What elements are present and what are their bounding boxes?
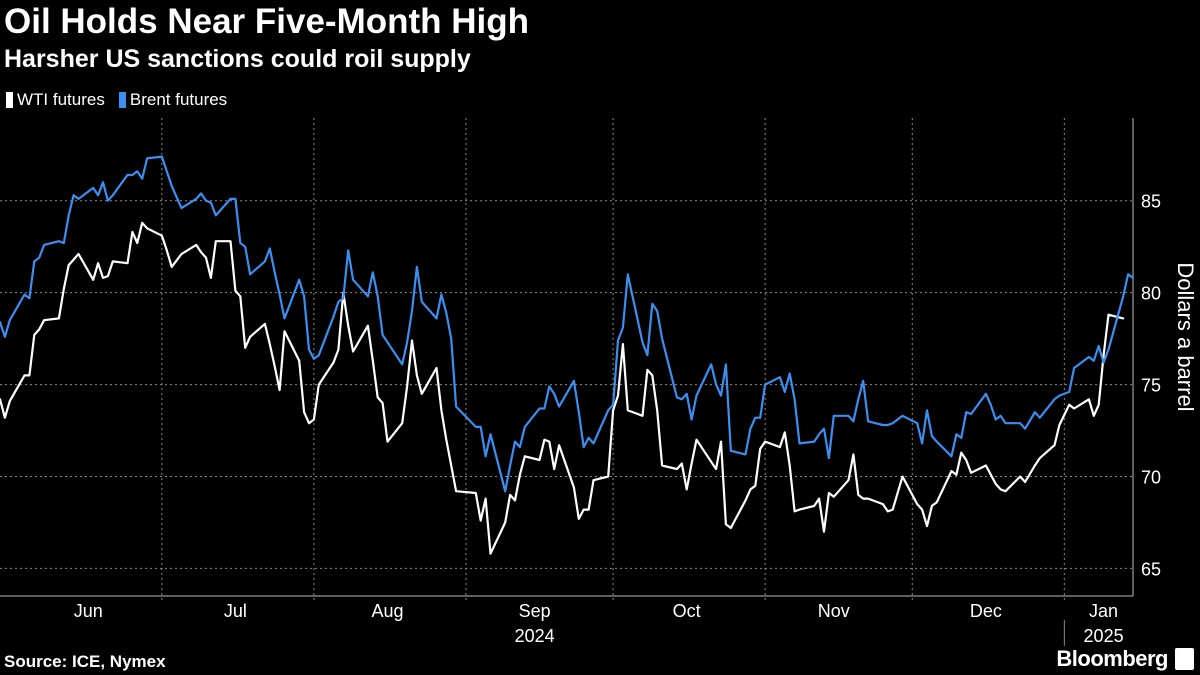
legend: WTI futures Brent futures <box>6 90 241 110</box>
year-label: 2025 <box>1084 626 1124 646</box>
legend-swatch-wti <box>6 92 13 108</box>
chart-subtitle: Harsher US sanctions could roil supply <box>4 45 471 73</box>
y-axis-label: Dollars a barrel <box>1173 262 1198 411</box>
x-tick-label: Dec <box>970 601 1002 621</box>
x-tick-label: Aug <box>371 601 403 621</box>
x-tick-label: Jan <box>1089 601 1118 621</box>
y-tick-label: 65 <box>1141 559 1161 579</box>
legend-item-wti: WTI futures <box>6 90 105 110</box>
x-tick-label: Jun <box>74 601 103 621</box>
source-note: Source: ICE, Nymex <box>4 652 166 671</box>
legend-label-wti: WTI futures <box>17 90 105 109</box>
x-tick-label: Oct <box>673 601 701 621</box>
y-tick-label: 80 <box>1141 284 1161 304</box>
y-tick-label: 75 <box>1141 376 1161 396</box>
x-tick-label: Nov <box>818 601 850 621</box>
x-tick-label: Sep <box>519 601 551 621</box>
chart-title: Oil Holds Near Five-Month High <box>4 2 530 41</box>
legend-label-brent: Brent futures <box>129 90 228 109</box>
series-line-wti-futures <box>0 221 1125 555</box>
series-line-brent-futures <box>0 155 1135 493</box>
brand-badge-icon <box>1175 648 1194 670</box>
year-label: 2024 <box>515 626 555 646</box>
y-tick-label: 70 <box>1141 468 1161 488</box>
legend-swatch-brent <box>118 92 126 108</box>
brand-logo: Bloomberg <box>1056 646 1168 671</box>
legend-item-brent: Brent futures <box>118 90 228 110</box>
x-tick-label: Jul <box>224 601 247 621</box>
y-tick-label: 85 <box>1141 192 1161 212</box>
